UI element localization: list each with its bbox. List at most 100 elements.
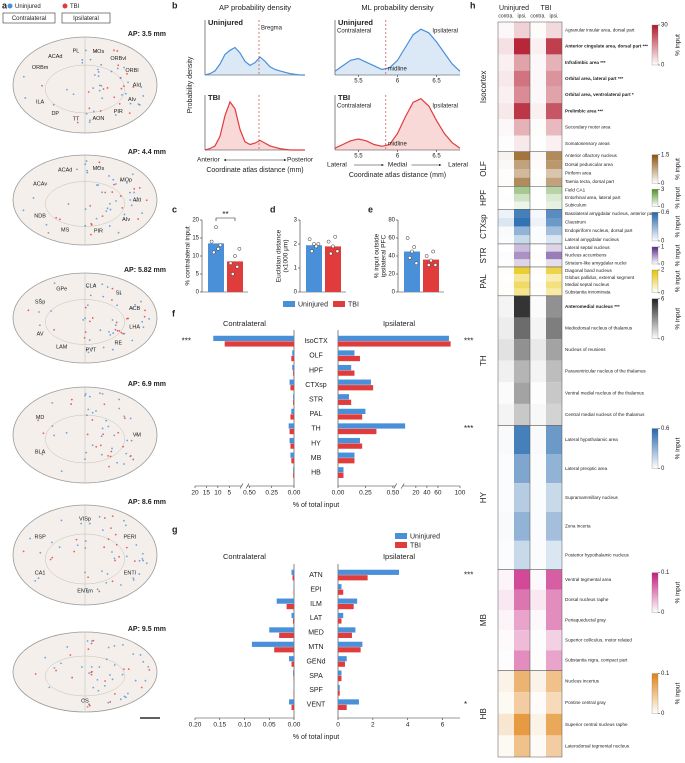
heatmap-cell <box>514 103 530 120</box>
labeled-cell <box>119 698 122 701</box>
heatmap-cell <box>546 86 562 104</box>
heatmap-cell <box>514 169 530 178</box>
labeled-cell <box>34 673 37 675</box>
bar <box>291 704 294 710</box>
heatmap-cell <box>546 650 562 671</box>
x-tick-label: 0.10 <box>238 722 251 729</box>
region-label: PIR <box>114 109 123 115</box>
labeled-cell <box>115 200 117 202</box>
labeled-cell <box>92 87 95 89</box>
heatmap-cell <box>514 22 530 39</box>
labeled-cell <box>142 559 145 562</box>
row-label: Medial septal nucleus <box>565 282 610 287</box>
labeled-cell <box>120 331 123 334</box>
labeled-cell <box>24 97 27 99</box>
region-label: ACB <box>129 306 141 312</box>
heatmap-cell <box>514 589 530 610</box>
axis-break <box>393 483 398 489</box>
labeled-cell <box>88 395 91 398</box>
y-axis-label: % input outside <box>374 233 381 278</box>
heatmap-cell <box>514 610 530 631</box>
labeled-cell <box>55 669 57 672</box>
axis-break <box>400 483 405 489</box>
bar <box>338 598 358 604</box>
labeled-cell <box>141 212 144 215</box>
labeled-cell <box>140 86 143 88</box>
labeled-cell <box>115 183 117 185</box>
colorbar-tick-label: 2 <box>661 268 665 274</box>
significance: *** <box>464 336 473 345</box>
labeled-cell <box>65 431 68 434</box>
bar <box>290 443 294 449</box>
bar <box>338 394 349 400</box>
colorbar-tick-label: 1.5 <box>661 152 670 158</box>
heatmap-cell <box>546 288 562 296</box>
y-tick-label: 20 <box>388 272 395 278</box>
column-label: ipsi. <box>550 13 559 19</box>
heatmap-cell <box>498 569 514 590</box>
colorbar-tick-label: 30 <box>661 23 668 29</box>
bar <box>292 575 294 581</box>
region-label: ORBl <box>125 68 138 74</box>
y-tick-label: 0 <box>196 290 200 296</box>
heatmap-cell <box>498 670 514 693</box>
heatmap-cell <box>546 151 562 161</box>
group-label: OLF <box>479 161 488 177</box>
heatmap-cell <box>498 735 514 757</box>
labeled-cell <box>116 304 119 307</box>
labeled-cell <box>126 181 128 184</box>
labeled-cell <box>109 701 112 703</box>
labeled-cell <box>89 204 92 207</box>
category-label: MED <box>308 630 324 637</box>
row-label: Superior central nucleus raphe <box>565 722 628 727</box>
labeled-cell <box>98 666 101 668</box>
heatmap-cell <box>498 22 514 39</box>
labeled-cell <box>88 320 91 323</box>
row-label: Ventral tegmental area <box>565 577 612 582</box>
region-label: ILA <box>36 100 45 106</box>
labeled-cell <box>121 673 124 676</box>
labeled-cell <box>103 546 106 549</box>
heatmap-cell <box>498 186 514 194</box>
group-label: STR <box>479 247 488 263</box>
row-label: Orbital area, ventrolateral part * <box>565 92 634 97</box>
labeled-cell <box>84 224 87 227</box>
colorbar <box>651 154 659 184</box>
labeled-cell <box>45 223 48 226</box>
labeled-cell <box>70 403 73 405</box>
labeled-cell <box>99 329 102 332</box>
labeled-cell <box>91 347 94 350</box>
labeled-cell <box>111 551 113 553</box>
labeled-cell <box>97 75 100 77</box>
labeled-cell <box>98 590 101 593</box>
row-label: Field CA1 <box>565 187 586 192</box>
heatmap-cell <box>514 670 530 693</box>
panel-label: b <box>172 0 178 10</box>
colorbar <box>651 246 659 265</box>
labeled-cell <box>42 432 45 435</box>
region-label: ACAd <box>58 168 72 174</box>
x-tick-label: 0.50 <box>243 490 256 497</box>
labeled-cell <box>83 698 86 701</box>
labeled-cell <box>86 171 89 174</box>
x-tick-label: 40 <box>423 490 431 497</box>
bar <box>289 437 294 444</box>
data-point <box>237 246 242 251</box>
labeled-cell <box>98 515 101 518</box>
row-label: Nucleus of reuniens <box>565 347 606 352</box>
labeled-cell <box>88 107 91 110</box>
bar <box>290 414 294 420</box>
labeled-cell <box>132 458 135 461</box>
bar <box>279 632 294 638</box>
heatmap-cell <box>546 54 562 71</box>
data-point <box>314 244 319 249</box>
x-tick-label: 0.15 <box>213 722 226 729</box>
series-label: TBI <box>208 93 220 102</box>
x-tick-label: 0.50 <box>387 490 400 497</box>
labeled-cell <box>114 114 117 116</box>
labeled-cell <box>133 188 136 190</box>
category-label: VENT <box>307 702 326 709</box>
panel-label: d <box>270 204 276 214</box>
bar <box>338 335 449 342</box>
heatmap-cell <box>546 382 562 404</box>
